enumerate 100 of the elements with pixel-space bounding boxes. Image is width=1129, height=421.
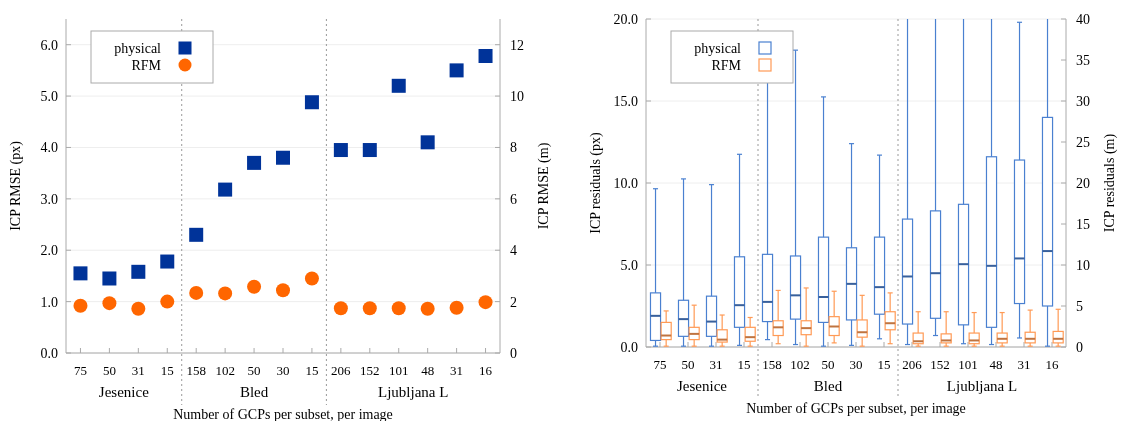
y-tick-label: 6.0 (40, 37, 58, 53)
x-tick-label: 30 (276, 363, 290, 378)
x-tick-label: 206 (902, 357, 923, 372)
y2-tick-label: 20 (1076, 175, 1090, 191)
y2-axis-title: ICP residuals (m) (1102, 133, 1118, 233)
point (333, 301, 348, 316)
x-tick-label: 15 (160, 363, 174, 378)
point (131, 264, 146, 279)
x-tick-label: 50 (821, 357, 835, 372)
y-tick-label: 10.0 (613, 175, 638, 191)
legend-label: physical (694, 40, 742, 56)
x-tick-label: 15 (877, 357, 891, 372)
point (189, 285, 204, 300)
point (304, 271, 319, 286)
text: Jesenice (98, 384, 150, 400)
y2-tick-label: 8 (510, 140, 517, 156)
x-tick-label: 158 (762, 357, 782, 372)
point (362, 143, 377, 158)
y-axis-title: ICP RMSE (px) (8, 140, 24, 231)
y2-tick-label: 15 (1076, 216, 1090, 232)
x-tick-label: 16 (479, 363, 493, 378)
point (189, 227, 204, 242)
y2-tick-label: 40 (1076, 11, 1090, 27)
y-tick-label: 5.0 (620, 257, 638, 273)
x-tick-label: 101 (388, 363, 409, 378)
x-tick-label: 31 (450, 363, 464, 378)
point (102, 271, 117, 286)
x-tick-label: 31 (131, 363, 145, 378)
point (218, 182, 233, 197)
x-tick-label: 50 (102, 363, 116, 378)
y2-tick-label: 4 (510, 243, 517, 259)
point (160, 294, 175, 309)
legend-label: RFM (131, 57, 162, 73)
x-tick-label: 101 (958, 357, 978, 372)
legend-label: RFM (711, 57, 742, 73)
x-tick-label: 75 (653, 357, 667, 372)
point (218, 286, 233, 301)
legend-label: physical (114, 40, 162, 56)
point (449, 300, 464, 315)
y-tick-label: 3.0 (40, 191, 58, 207)
point (449, 63, 464, 78)
x-tick-label: 102 (215, 363, 235, 378)
y2-axis-title: ICP RMSE (m) (536, 142, 552, 230)
y2-tick-label: 10 (510, 88, 524, 104)
x-tick-label: 50 (247, 363, 261, 378)
y2-tick-label: 30 (1076, 93, 1090, 109)
y2-tick-label: 10 (1076, 257, 1090, 273)
point (102, 296, 117, 311)
x-tick-label: 31 (1017, 357, 1031, 372)
point (73, 266, 88, 281)
y2-tick-label: 0 (1076, 339, 1083, 355)
point (333, 143, 348, 158)
x-tick-label: 30 (849, 357, 863, 372)
y2-tick-label: 12 (510, 37, 524, 53)
text: Ljubljana L (946, 378, 1018, 394)
x-tick-label: 15 (737, 357, 751, 372)
y2-tick-label: 5 (1076, 298, 1083, 314)
y-axis-title: ICP residuals (px) (588, 131, 604, 234)
point (391, 301, 406, 316)
y-tick-label: 20.0 (613, 11, 638, 27)
text: Bled (239, 384, 269, 400)
text: Bled (813, 378, 843, 394)
x-tick-label: 158 (186, 363, 206, 378)
point (304, 95, 319, 110)
y-tick-label: 15.0 (613, 93, 638, 109)
x-axis-title: Number of GCPs per subset, per image (746, 401, 966, 416)
y-tick-label: 0.0 (620, 339, 638, 355)
y-tick-label: 2.0 (40, 243, 58, 259)
point (247, 155, 262, 170)
x-tick-label: 50 (681, 357, 695, 372)
point (420, 301, 435, 316)
point (478, 49, 493, 63)
y-tick-label: 1.0 (40, 294, 58, 310)
point (160, 254, 175, 269)
x-tick-label: 152 (930, 357, 950, 372)
y2-tick-label: 35 (1076, 52, 1090, 68)
point (276, 150, 290, 165)
x-tick-label: 48 (421, 363, 435, 378)
y2-tick-label: 25 (1076, 134, 1090, 150)
x-tick-label: 31 (709, 357, 723, 372)
text: Ljubljana L (378, 384, 449, 400)
x-tick-label: 15 (305, 363, 319, 378)
point (362, 301, 377, 316)
text: Jesenice (677, 378, 728, 394)
x-tick-label: 102 (790, 357, 810, 372)
y2-tick-label: 6 (510, 191, 517, 207)
y2-tick-label: 0 (510, 345, 517, 361)
y-tick-label: 0.0 (40, 345, 58, 361)
x-tick-label: 75 (73, 363, 87, 378)
point (73, 298, 88, 313)
x-tick-label: 48 (989, 357, 1003, 372)
point (131, 301, 146, 316)
y-tick-label: 4.0 (40, 140, 58, 156)
x-tick-label: 16 (1045, 357, 1059, 372)
point (391, 78, 406, 93)
y-tick-label: 5.0 (40, 88, 58, 104)
x-tick-label: 206 (331, 363, 352, 378)
point (420, 135, 435, 150)
point (478, 295, 493, 310)
point (276, 283, 290, 298)
